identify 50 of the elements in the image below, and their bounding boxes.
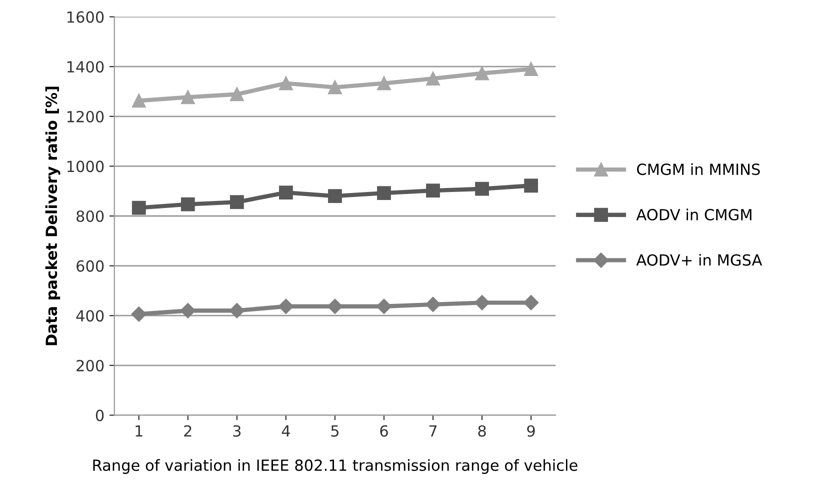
y-tick-label: 400: [76, 310, 104, 322]
x-tick-label: 1: [136, 425, 142, 437]
point: [475, 182, 489, 196]
point: [475, 66, 489, 80]
legend-label: CMGM in MMINS: [637, 163, 760, 176]
point: [132, 200, 146, 215]
y-tick-label: 1400: [67, 61, 104, 73]
y-tick-label: 1000: [67, 160, 104, 172]
point: [279, 186, 293, 200]
point: [132, 94, 146, 108]
x-tick-label: 9: [527, 425, 535, 437]
x-tick-label: 6: [380, 425, 388, 437]
point: [377, 186, 391, 200]
point: [377, 76, 391, 90]
legend-label: AODV in CMGM: [636, 208, 752, 220]
point: [474, 295, 490, 310]
point: [279, 76, 293, 90]
y-axis-title: Data packet Delivery ratio [%]: [45, 86, 60, 346]
y-tick-label: 0: [96, 410, 104, 422]
point: [426, 184, 440, 198]
point: [523, 295, 539, 310]
y-tick-label: 1600: [67, 11, 104, 23]
point: [230, 195, 244, 209]
point: [328, 189, 342, 204]
point: [425, 296, 441, 312]
legend-label: AODV+ in MGSA: [636, 254, 762, 266]
point: [230, 87, 244, 102]
x-axis-title: Range of variation in IEEE 802.11 transmission range of vehicle: [93, 459, 578, 474]
y-tick-label: 1200: [67, 110, 104, 122]
point: [180, 197, 195, 212]
point: [229, 303, 244, 318]
point: [524, 62, 538, 76]
point: [131, 306, 146, 322]
point: [524, 178, 538, 193]
point: [278, 298, 294, 314]
y-tick-label: 800: [76, 210, 104, 222]
point: [327, 298, 343, 314]
x-tick-label: 4: [282, 425, 290, 437]
point: [426, 72, 440, 86]
point: [376, 298, 392, 314]
x-tick-label: 7: [429, 425, 437, 437]
point: [328, 80, 342, 94]
x-tick-label: 2: [184, 425, 192, 437]
x-tick-label: 3: [233, 425, 241, 437]
x-tick-label: 5: [331, 425, 338, 437]
y-tick-label: 200: [76, 360, 104, 372]
y-tick-label: 600: [76, 260, 104, 272]
x-tick-label: 8: [478, 425, 486, 437]
point: [180, 303, 196, 318]
point: [180, 90, 195, 104]
